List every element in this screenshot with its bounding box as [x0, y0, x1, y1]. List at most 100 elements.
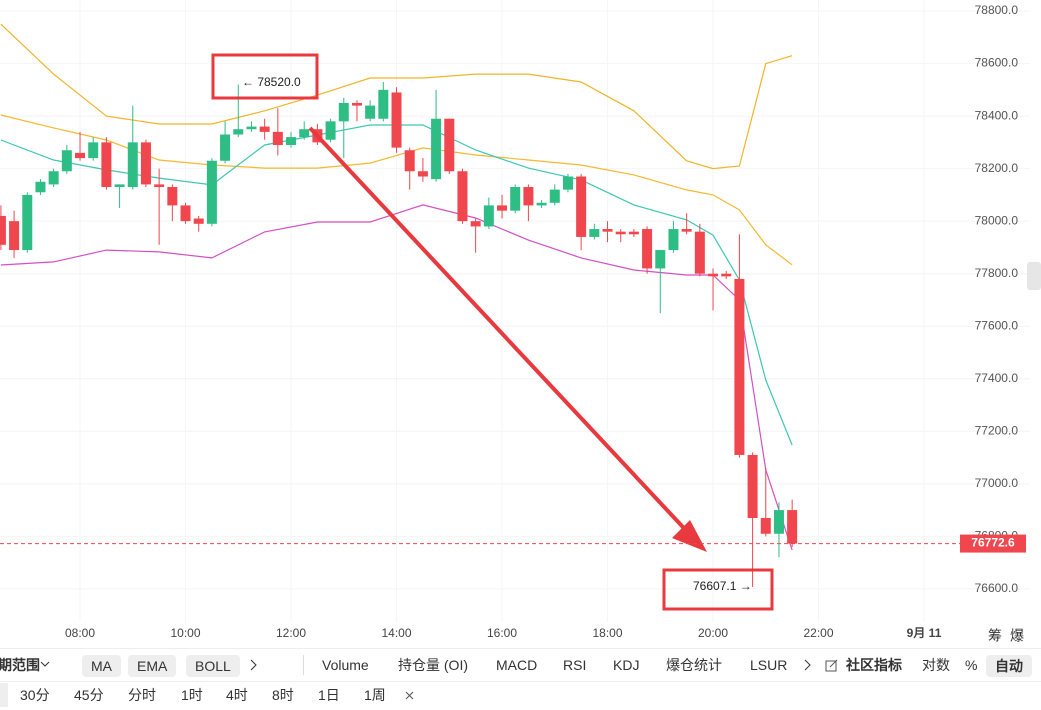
- candle-body: [114, 184, 125, 188]
- candle-body: [602, 229, 613, 232]
- x-tick-label: 16:00: [487, 626, 517, 640]
- x-tick-label: 9月 11: [907, 626, 942, 640]
- candle-body: [193, 218, 204, 224]
- interval[interactable]: 30分: [20, 687, 50, 703]
- candle-body: [404, 150, 415, 172]
- arrow-line: [308, 126, 697, 542]
- candle-body: [365, 105, 376, 119]
- candle-body: [708, 273, 719, 277]
- indicator-line: [0, 204, 793, 551]
- percent-toggle[interactable]: %: [965, 657, 978, 673]
- y-tick-label: 78400.0: [975, 108, 1019, 122]
- candle-body: [246, 126, 257, 130]
- candle-body: [154, 184, 165, 188]
- candle-body: [483, 205, 494, 227]
- sub-indicator[interactable]: 持仓量 (OI): [398, 657, 468, 673]
- community-indicators[interactable]: 社区指标: [846, 657, 902, 673]
- candle-body: [681, 229, 692, 232]
- y-tick-label: 77200.0: [975, 423, 1019, 437]
- candle-body: [140, 142, 151, 185]
- indicator-button[interactable]: BOLL: [186, 655, 240, 677]
- candle-body: [259, 126, 270, 132]
- indicator-line: [0, 23, 793, 170]
- candle-body: [286, 137, 297, 145]
- min-annotation: 76607.1 →: [693, 579, 752, 593]
- max-annotation: ← 78520.0: [242, 75, 301, 89]
- side-label[interactable]: 爆: [1010, 628, 1024, 644]
- sub-indicator[interactable]: LSUR: [750, 657, 788, 673]
- side-label[interactable]: 筹: [988, 628, 1002, 644]
- sub-indicator[interactable]: KDJ: [613, 657, 640, 673]
- y-tick-label: 78600.0: [975, 56, 1019, 70]
- candle-body: [272, 131, 283, 145]
- candle-body: [642, 229, 653, 269]
- candle-body: [9, 221, 20, 251]
- candle-body: [351, 102, 362, 106]
- scroll-handle[interactable]: [1027, 262, 1041, 290]
- chevron: [40, 661, 50, 667]
- sub-indicator[interactable]: RSI: [563, 657, 587, 673]
- annotation-box: [211, 53, 319, 100]
- candle-body: [734, 278, 745, 455]
- candle-body: [721, 273, 732, 277]
- toolbar: 期范围 MA EMA BOLL Volume 持仓量 (OI) MACD RSI…: [0, 648, 1041, 710]
- interval[interactable]: 4时: [226, 687, 248, 703]
- candle-body: [417, 171, 428, 177]
- y-tick-label: 77600.0: [975, 318, 1019, 332]
- interval-button[interactable]: [0, 683, 8, 707]
- sub-indicator[interactable]: 爆仓统计: [666, 657, 722, 673]
- x-tick-label: 08:00: [65, 626, 95, 640]
- candle-body: [615, 231, 626, 235]
- y-tick-label: 77800.0: [975, 266, 1019, 280]
- sub-indicator[interactable]: Volume: [322, 657, 369, 673]
- candle-body: [497, 205, 508, 211]
- interval[interactable]: 分时: [128, 687, 156, 703]
- edit-icon: [825, 659, 838, 672]
- candle-body: [510, 187, 521, 211]
- candle-body: [338, 102, 349, 122]
- candle-body: [655, 250, 666, 269]
- divider: [0, 681, 1041, 682]
- candle-body: [628, 231, 639, 235]
- sub-indicator[interactable]: MACD: [496, 657, 538, 673]
- indicator-button[interactable]: EMA: [128, 655, 177, 677]
- x-tick-label: 14:00: [382, 626, 412, 640]
- candle-body: [61, 150, 72, 172]
- y-tick-label: 76600.0: [975, 581, 1019, 595]
- y-tick-label: 78200.0: [975, 161, 1019, 175]
- interval[interactable]: 1时: [181, 687, 203, 703]
- last-price-label: 76772.6: [971, 536, 1015, 550]
- candle-body: [457, 171, 468, 222]
- log-toggle[interactable]: 对数: [922, 657, 950, 673]
- candle-body: [101, 142, 112, 188]
- candle-body: [48, 171, 59, 185]
- chevron[interactable]: [804, 659, 812, 671]
- candle-body: [127, 142, 138, 188]
- interval[interactable]: 1周: [364, 687, 386, 703]
- chart: ← 78520.0 76607.1 → 76600.076800.077000.…: [0, 3, 1041, 644]
- interval[interactable]: 8时: [272, 687, 294, 703]
- candle-body: [0, 215, 6, 245]
- x-tick-label: 12:00: [276, 626, 306, 640]
- candle-body: [549, 189, 560, 203]
- chevron[interactable]: [250, 659, 258, 671]
- range-selector[interactable]: 期范围: [0, 657, 40, 673]
- candle-body: [378, 89, 389, 119]
- candle-body: [88, 142, 99, 159]
- close-icon[interactable]: [405, 691, 414, 700]
- interval[interactable]: 45分: [74, 687, 104, 703]
- candle-body: [760, 517, 771, 534]
- candle-body: [694, 231, 705, 274]
- last-price-tag: [960, 534, 1026, 553]
- interval[interactable]: 1日: [318, 687, 340, 703]
- arrow-head: [672, 520, 707, 552]
- candle-body: [747, 454, 758, 518]
- indicator-button[interactable]: MA: [82, 655, 121, 677]
- divider: [303, 655, 304, 675]
- candle-body: [233, 129, 244, 135]
- candle-body: [180, 205, 191, 222]
- candle-body: [773, 510, 784, 534]
- auto-toggle[interactable]: 自动: [986, 655, 1032, 677]
- y-tick-label: 78800.0: [975, 3, 1019, 17]
